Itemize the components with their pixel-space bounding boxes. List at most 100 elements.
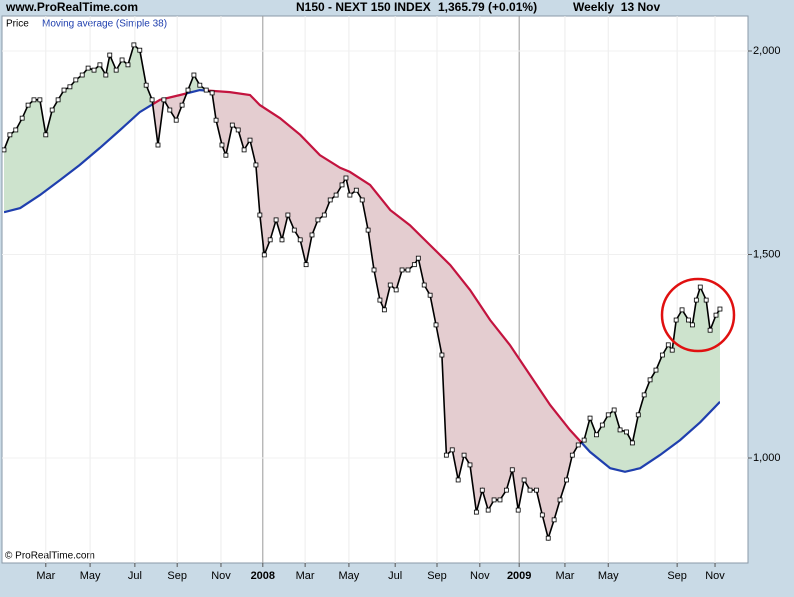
price-marker [387,282,393,288]
price-marker [343,175,349,181]
price-marker [564,477,569,483]
price-marker [479,487,485,493]
fills [4,44,720,539]
price-marker [113,67,119,73]
fill-below-ma [4,44,720,539]
price-marker [581,437,587,443]
price-marker [575,442,581,448]
price-marker [285,212,291,218]
price-marker [161,97,167,103]
price-marker [455,477,461,483]
price-marker [629,440,635,446]
price-marker [449,447,455,453]
x-tick-label: Nov [705,570,725,582]
price-marker [67,84,73,90]
price-marker [503,487,509,493]
price-marker [7,132,13,138]
x-tick-label: Sep [427,570,447,582]
price-marker [143,82,149,88]
price-marker [443,452,449,458]
price-marker [235,127,241,133]
price-marker [257,212,263,218]
price-marker [439,352,445,358]
x-tick-label: May [339,570,360,582]
price-marker [247,137,253,143]
price-marker [427,292,433,298]
price-marker [131,42,137,48]
price-marker [185,87,191,93]
price-marker [371,267,377,273]
price-marker [461,452,467,458]
price-marker [697,284,703,290]
price-marker [393,287,399,293]
price-marker [31,97,37,103]
price-marker [273,217,279,223]
x-tick-label: Jul [128,570,142,582]
price-marker [43,132,49,138]
price-marker [279,237,285,243]
price-marker [473,509,479,515]
price-marker [149,97,155,103]
price-marker [229,122,235,128]
legend-price: Price [6,19,29,30]
price-marker [485,507,491,513]
price-marker [647,377,653,383]
price-marker [557,497,563,503]
price-marker [37,97,43,103]
price-marker [497,497,503,503]
chart-title: N150 - NEXT 150 INDEX [296,0,431,14]
price-marker [347,192,353,198]
price-marker [103,72,109,78]
price-marker [253,162,259,168]
x-tick-label: 2008 [251,570,275,582]
price-marker [19,115,25,121]
price-marker [73,77,79,83]
price-marker [467,462,473,468]
price-marker [339,182,345,188]
price-marker [55,97,61,103]
price-marker [515,507,521,513]
x-tick-label: Nov [211,570,231,582]
price-marker [107,52,113,58]
price-marker [509,467,515,473]
price-marker [415,255,421,261]
price-marker [635,412,641,418]
price-marker [91,67,97,73]
price-marker [381,307,387,313]
price-marker [527,487,533,493]
price-marker [551,517,557,523]
price-marker [703,297,709,303]
price-marker [209,90,215,96]
x-tick-label: Nov [470,570,490,582]
price-marker [569,452,575,458]
price-marker [686,317,691,323]
price-marker [624,429,629,435]
price-marker [433,322,439,328]
axes: Mar May Jul Sep Nov 2008 Mar May Jul Sep Nov 2009 Ma… [36,45,780,582]
last-value: 1,365.79 (+0.01%) [438,0,537,14]
price-marker [491,497,497,503]
x-tick-label: 2009 [507,570,531,582]
price-marker [333,192,339,198]
price-marker [197,82,203,88]
price-marker [587,415,593,421]
price-marker [179,102,185,108]
price-marker [605,412,611,418]
price-marker [673,317,679,323]
price-marker [411,262,417,268]
price-marker [267,237,273,243]
price-marker [594,432,599,438]
y-tick-label: 1,500 [753,248,781,260]
price-marker [241,147,247,153]
x-tick-label: Mar [36,570,55,582]
x-tick-label: May [598,570,619,582]
highlight-circle [660,277,736,353]
price-marker [377,297,383,303]
price-marker [119,57,125,63]
price-marker [679,307,685,313]
price-marker [545,535,551,541]
price-marker [125,62,131,68]
price-marker [693,297,699,303]
price-marker [521,477,527,483]
